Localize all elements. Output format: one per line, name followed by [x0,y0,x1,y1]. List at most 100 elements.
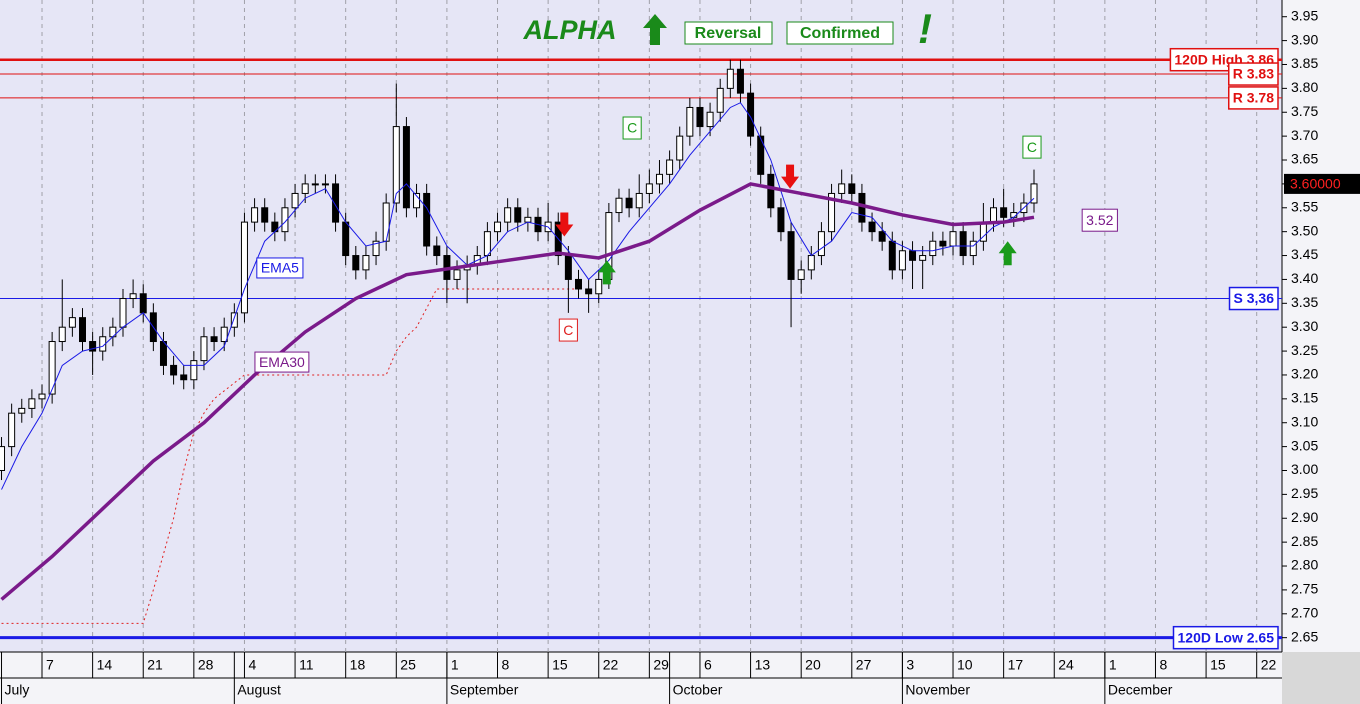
candle-body [362,255,370,271]
y-tick-label: 3.25 [1291,342,1318,358]
candle-body [68,317,76,328]
x-tick-label: 10 [957,657,973,673]
candle-body [392,126,400,204]
indicator-label-box [256,257,304,279]
candle-body [1030,183,1038,204]
candle-body [281,207,289,233]
candle-body [230,312,238,328]
y-tick-label: 3.75 [1291,103,1318,119]
y-tick-label: 2.65 [1291,628,1318,644]
candle-body [18,407,26,414]
level-label: S 3,36 [1234,290,1275,306]
x-tick-label: 1 [1109,657,1117,673]
candle-body [220,326,228,343]
candle-body [413,192,421,209]
candle-body [301,183,309,194]
tag-box [786,21,894,45]
candle-body [686,106,694,137]
annotation: C [1027,139,1037,155]
y-tick-label: 3.10 [1291,413,1318,429]
x-tick-label: 15 [1210,657,1226,673]
candle-body [828,192,836,233]
annotation-box [1081,208,1118,232]
candle-body [119,298,127,328]
annotation: 3.52 [1086,212,1113,228]
candle-body [200,336,208,362]
candle-body [615,197,623,214]
y-tick-label: 2.95 [1291,485,1318,501]
y-tick-label: 3.95 [1291,7,1318,23]
month-label: July [5,682,30,698]
candle-body [28,398,36,409]
month-label: October [673,682,723,698]
candle-body [423,192,431,247]
candle-body [0,446,6,471]
x-tick-label: 7 [46,657,54,673]
x-tick-label: 20 [805,657,821,673]
candle-body [817,231,825,257]
candle-body [666,159,674,175]
candle-body [858,192,866,223]
x-tick-label: 11 [299,657,314,673]
candle-body [402,126,410,209]
y-tick-label: 2.80 [1291,557,1318,573]
tag: Confirmed [800,25,880,42]
month-label: November [905,682,970,698]
candle-body [595,278,603,295]
x-tick-label: 15 [552,657,568,673]
candle-body [58,326,66,343]
y-tick-label: 3.35 [1291,294,1318,310]
last-price-box [1284,173,1360,194]
x-tick-label: 22 [1261,657,1277,673]
candle-body [797,269,805,280]
y-tick-label: 3.50 [1291,222,1318,238]
candle-body [382,202,390,242]
stop-line [1,288,579,624]
annotation: C [563,322,573,338]
x-tick-label: 21 [147,657,163,673]
candle-body [433,245,441,257]
tag-box [684,21,773,45]
x-tick-label: 22 [603,657,619,673]
candle-body [706,111,714,128]
x-tick-label: 14 [97,657,113,673]
candle-body [777,207,785,233]
candle-body [190,360,198,381]
last-price-label: 3.60000 [1290,176,1341,192]
y-tick-label: 2.90 [1291,509,1318,525]
y-tick-label: 3.15 [1291,390,1318,406]
annotation: C [627,120,637,136]
candle-body [311,183,319,186]
candle-body [170,364,178,376]
y-tick-label: 3.80 [1291,79,1318,95]
x-tick-label: 24 [1058,657,1074,673]
candle-body [716,87,724,113]
candle-body [757,135,765,175]
indicator-line [0,182,1035,601]
candle-body [139,293,147,314]
candle-body [129,293,137,300]
candle-body [696,106,704,128]
y-tick-label: 3.05 [1291,437,1318,453]
candle-body [888,240,896,271]
annotation-box [622,116,642,140]
x-tick-label: 13 [755,657,771,673]
y-tick-label: 3.20 [1291,366,1318,382]
x-tick-label: 27 [856,657,872,673]
candle-body [676,135,684,161]
x-tick-label: 29 [653,657,669,673]
candle-body [504,207,512,223]
candle-body [372,240,380,257]
candle-body [524,216,532,223]
candle-body [898,250,906,271]
candle-body [726,68,734,89]
annotation-box [1022,135,1042,159]
y-tick-label: 3.55 [1291,198,1318,214]
candle-body [210,336,218,343]
candle-body [635,192,643,209]
candle-body [807,255,815,271]
indicator-line [1,102,1035,490]
candle-body [291,192,299,209]
y-tick-label: 3.40 [1291,270,1318,286]
